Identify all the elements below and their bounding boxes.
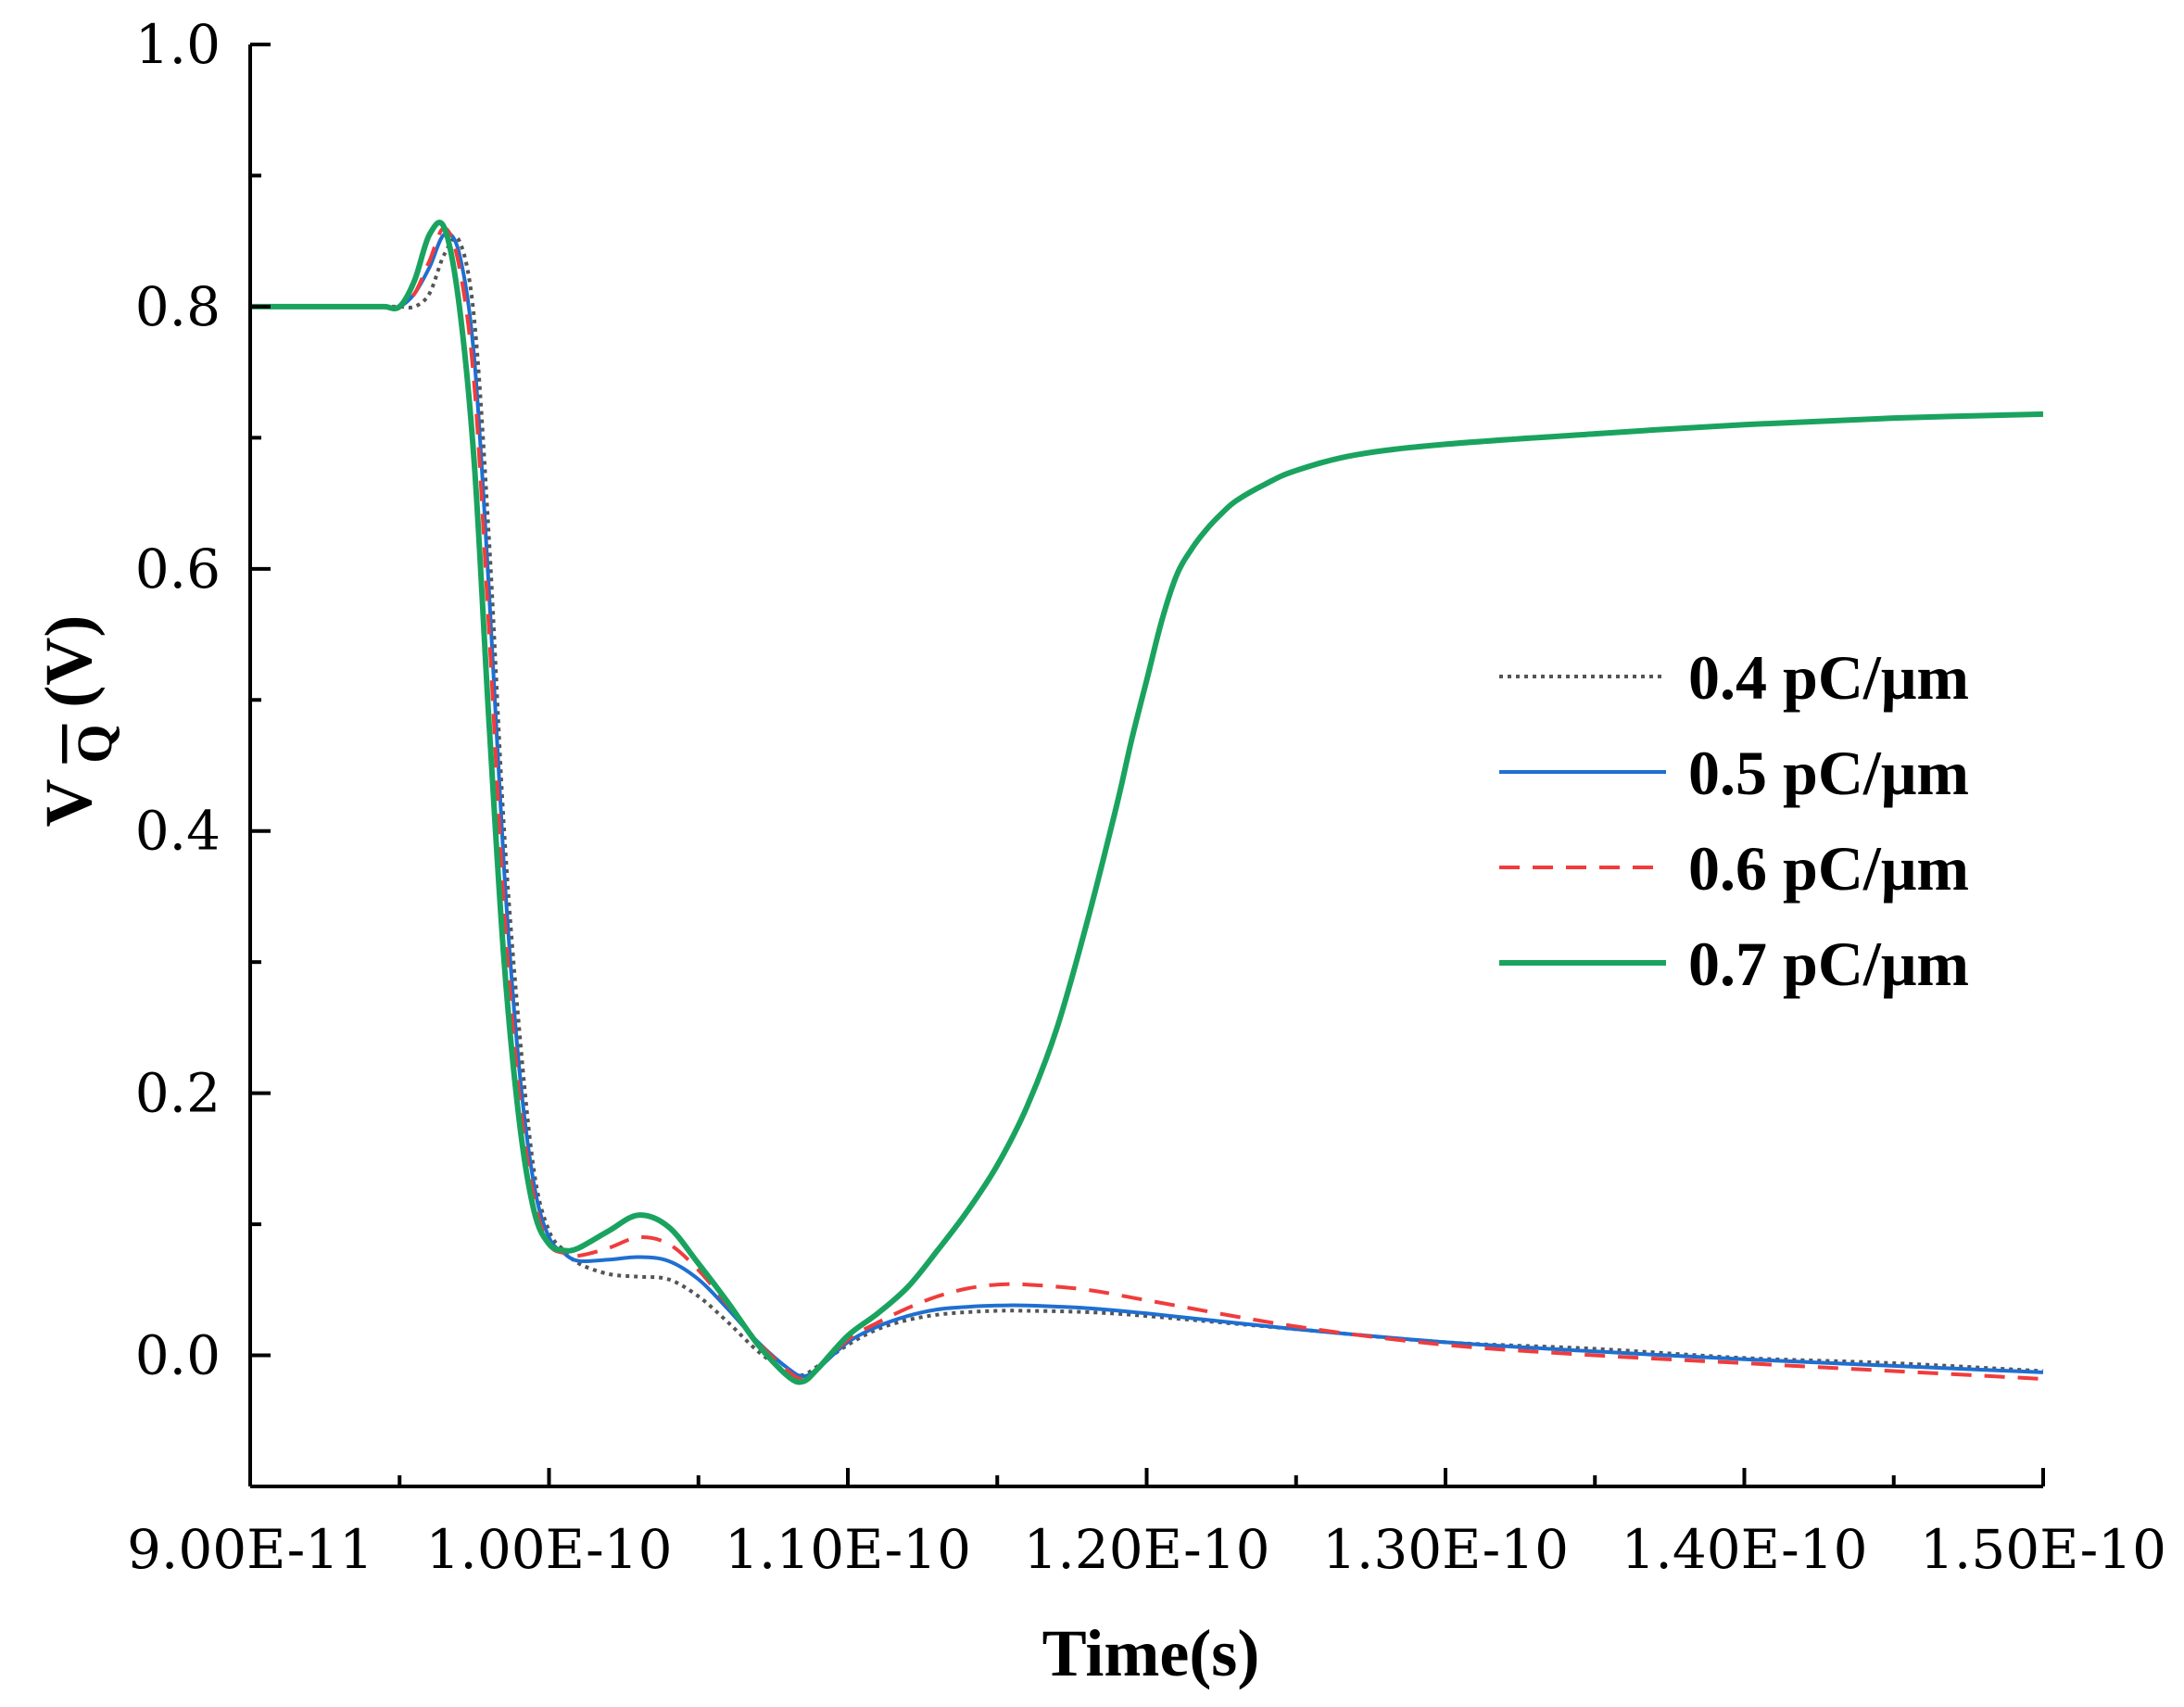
x-axis-ticks: 9.00E-11 1.00E-10 1.10E-10 1.20E-10 1.30E-10…: [127, 1468, 2166, 1581]
axes: 9.00E-11 1.00E-10 1.10E-10 1.20E-10 1.30E-10…: [127, 13, 2166, 1581]
x-tick-label: 1.20E-10: [1024, 1518, 1270, 1581]
y-tick-label: 0.8: [135, 275, 221, 338]
legend: 0.4 pC/μm 0.5 pC/μm 0.6 pC/μm 0.7 pC/μm: [1499, 642, 1969, 999]
y-axis-title: V Q (V): [32, 615, 122, 828]
y-tick-label: 0.4: [135, 800, 221, 863]
x-tick-label: 1.00E-10: [426, 1518, 673, 1581]
x-tick-label: 1.40E-10: [1622, 1518, 1868, 1581]
y-tick-label: 0.0: [135, 1324, 221, 1387]
legend-label-3: 0.6 pC/μm: [1688, 833, 1969, 904]
y-axis-title-subscript: Q: [67, 725, 122, 764]
x-tick-label: 1.30E-10: [1322, 1518, 1569, 1581]
y-axis-title-prefix: V: [32, 778, 106, 827]
x-tick-label: 1.10E-10: [725, 1518, 971, 1581]
y-tick-label: 0.6: [135, 537, 221, 601]
y-axis-title-suffix: (V): [32, 615, 106, 708]
legend-label-1: 0.4 pC/μm: [1688, 642, 1969, 713]
series-line-2: [249, 232, 2044, 1379]
y-axis-ticks: 0.0 0.2 0.4 0.6 0.8 1.0: [135, 13, 271, 1387]
series-line-4: [249, 220, 2044, 1385]
y-tick-label: 1.0: [135, 13, 221, 76]
x-tick-label: 9.00E-11: [127, 1518, 373, 1581]
legend-label-2: 0.5 pC/μm: [1688, 738, 1969, 808]
series-layer: [249, 220, 2044, 1385]
series-line-3: [249, 226, 2044, 1382]
y-tick-label: 0.2: [135, 1062, 221, 1125]
x-axis-title: Time(s): [1042, 1616, 1260, 1690]
legend-label-4: 0.7 pC/μm: [1688, 929, 1969, 999]
x-tick-label: 1.50E-10: [1920, 1518, 2166, 1581]
